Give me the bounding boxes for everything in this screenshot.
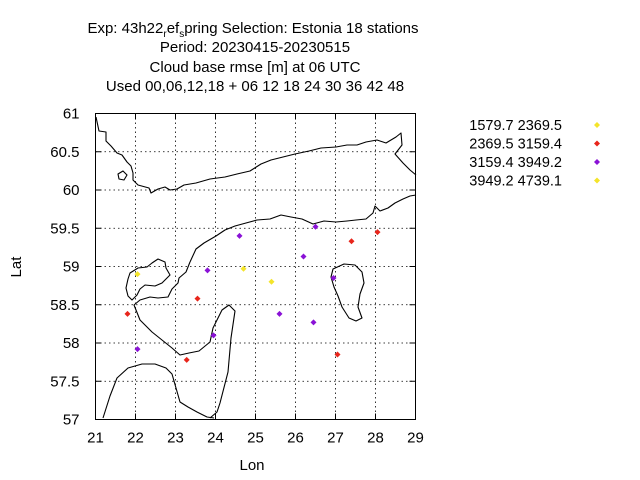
data-point-series-2	[374, 229, 381, 236]
data-point-series-3	[300, 253, 307, 260]
data-point-series-3	[276, 310, 283, 317]
y-tick-label: 58	[63, 335, 80, 352]
legend-entry-label: 3949.2 4739.1	[469, 174, 562, 190]
x-tick-label: 28	[367, 430, 384, 447]
data-point-series-3	[312, 223, 319, 230]
x-tick-label: 29	[407, 430, 424, 447]
axis-ticks	[95, 113, 416, 420]
chart-title-line-1: Exp: 43h22refspring Selection: Estonia 1…	[87, 20, 418, 40]
data-point-series-3	[310, 319, 317, 326]
y-tick-label: 60	[63, 182, 80, 199]
x-tick-labels: 21 22 23 24 25 26 27 28 29	[87, 430, 424, 447]
data-point-series-3	[134, 346, 141, 353]
data-point-series-2	[334, 351, 341, 358]
data-point-series-3	[330, 274, 337, 281]
y-tick-label: 61	[63, 106, 80, 123]
coastline-saaremaa	[125, 258, 171, 301]
coastline-map	[95, 116, 417, 419]
data-points	[124, 223, 381, 363]
coastline-finland	[95, 116, 417, 194]
data-point-series-1	[134, 271, 141, 278]
coastline-latvia	[102, 363, 215, 419]
coastline-estonia-north	[189, 194, 417, 263]
coastline-lake-peipus	[330, 263, 365, 322]
y-tick-label: 57.5	[50, 373, 79, 390]
data-point-series-3	[204, 267, 211, 274]
data-point-series-2	[124, 310, 131, 317]
legend-entry-marker	[594, 177, 600, 184]
legend-entry-marker	[594, 140, 600, 147]
x-tick-label: 26	[287, 430, 304, 447]
chart-title-line-3: Cloud base rmse [m] at 06 UTC	[150, 59, 361, 76]
x-tick-label: 27	[327, 430, 344, 447]
data-point-series-3	[236, 232, 243, 239]
x-tick-label: 23	[167, 430, 184, 447]
chart-title-line-2: Period: 20230415-20230515	[160, 39, 350, 56]
data-point-series-2	[348, 238, 355, 245]
grid-lines	[95, 113, 416, 420]
data-point-series-2	[194, 295, 201, 302]
data-point-series-3	[210, 332, 217, 339]
x-tick-label: 21	[87, 430, 104, 447]
chart-title-line-4: Used 00,06,12,18 + 06 12 18 24 30 36 42 …	[106, 78, 404, 95]
legend-entry-label: 1579.7 2369.5	[469, 118, 562, 134]
x-tick-label: 22	[127, 430, 144, 447]
x-tick-label: 24	[207, 430, 224, 447]
data-point-series-1	[268, 278, 275, 285]
legend-entry-marker	[594, 159, 600, 165]
coastline-islet	[117, 170, 128, 181]
data-point-series-1	[240, 265, 247, 272]
y-tick-label: 59.5	[50, 220, 79, 237]
legend: 1579.7 2369.5 2369.5 3159.4 3159.4 3949.2 3…	[469, 118, 600, 190]
y-tick-label: 59	[63, 259, 80, 276]
y-tick-label: 57	[63, 412, 80, 429]
data-point-series-2	[183, 356, 190, 363]
legend-entry-marker	[594, 122, 600, 128]
y-tick-labels: 57 57.5 58 58.5 59 59.5 60 60.5 61	[50, 106, 79, 429]
legend-entry-label: 3159.4 3949.2	[469, 155, 562, 171]
x-tick-label: 25	[247, 430, 264, 447]
y-axis-label: Lat	[8, 256, 25, 278]
y-tick-label: 60.5	[50, 144, 79, 161]
coastline-estonia-west	[133, 261, 236, 419]
y-tick-label: 58.5	[50, 297, 79, 314]
legend-entry-label: 2369.5 3159.4	[469, 137, 562, 153]
x-axis-label: Lon	[239, 457, 264, 474]
